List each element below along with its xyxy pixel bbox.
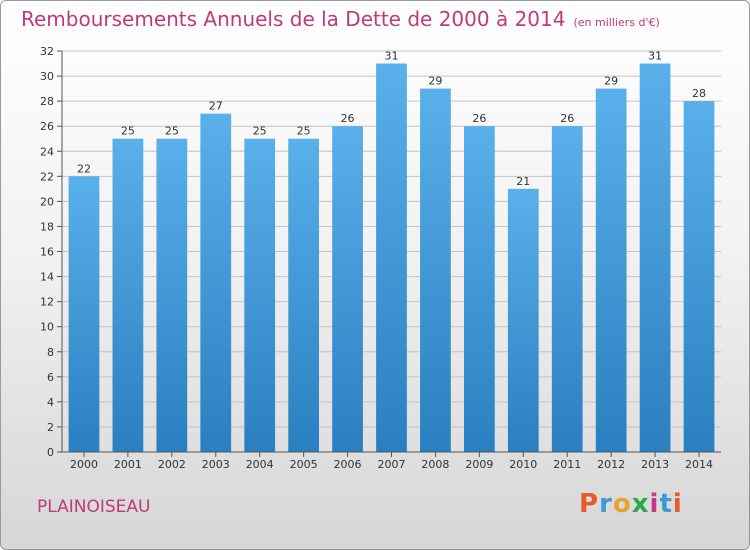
bar-2004[interactable] — [244, 138, 276, 452]
logo-letter: i — [672, 489, 683, 519]
x-tick-label-2002: 2002 — [158, 458, 186, 471]
value-label-2012: 29 — [604, 75, 618, 88]
bar-2000[interactable] — [68, 176, 100, 452]
chart-title: Remboursements Annuels de la Dette de 20… — [21, 7, 566, 31]
value-label-2007: 31 — [385, 50, 399, 63]
y-tick-label: 6 — [47, 371, 54, 384]
chart-unit-label: (en milliers d'€) — [573, 16, 660, 29]
y-tick-label: 32 — [40, 45, 54, 58]
chart-header: Remboursements Annuels de la Dette de 20… — [21, 7, 660, 31]
y-tick-label: 10 — [40, 321, 54, 334]
bar-2002[interactable] — [156, 138, 188, 452]
logo-letter: r — [599, 489, 613, 519]
x-tick-label-2007: 2007 — [378, 458, 406, 471]
y-tick-label: 24 — [40, 145, 54, 158]
bar-2009[interactable] — [463, 126, 495, 452]
x-tick-label-2003: 2003 — [202, 458, 230, 471]
y-tick-label: 12 — [40, 296, 54, 309]
x-tick-label-2001: 2001 — [114, 458, 142, 471]
y-tick-label: 8 — [47, 346, 54, 359]
y-tick-label: 14 — [40, 271, 54, 284]
bar-2001[interactable] — [112, 138, 144, 452]
value-label-2009: 26 — [472, 112, 486, 125]
x-tick-label-2004: 2004 — [246, 458, 274, 471]
bar-2010[interactable] — [507, 188, 539, 452]
proxiti-logo[interactable]: Proxiti — [579, 489, 683, 519]
bar-2005[interactable] — [288, 138, 320, 452]
y-tick-label: 20 — [40, 195, 54, 208]
bar-2013[interactable] — [639, 63, 671, 452]
x-tick-label-2005: 2005 — [290, 458, 318, 471]
logo-letter: i — [649, 489, 660, 519]
value-label-2008: 29 — [428, 75, 442, 88]
y-tick-label: 26 — [40, 120, 54, 133]
value-label-2004: 25 — [253, 125, 267, 138]
y-tick-label: 22 — [40, 170, 54, 183]
bar-2014[interactable] — [683, 101, 715, 452]
value-label-2013: 31 — [648, 50, 662, 63]
y-tick-label: 4 — [47, 396, 54, 409]
x-tick-label-2010: 2010 — [509, 458, 537, 471]
bar-2012[interactable] — [595, 88, 627, 452]
bar-2006[interactable] — [332, 126, 363, 452]
logo-letter: o — [612, 489, 632, 519]
x-tick-label-2012: 2012 — [597, 458, 625, 471]
x-tick-label-2014: 2014 — [685, 458, 713, 471]
value-label-2010: 21 — [516, 175, 530, 188]
value-label-2011: 26 — [560, 112, 574, 125]
value-label-2001: 25 — [121, 125, 135, 138]
value-label-2003: 27 — [209, 100, 223, 113]
y-tick-label: 16 — [40, 246, 54, 259]
x-tick-label-2013: 2013 — [641, 458, 669, 471]
bar-2008[interactable] — [420, 88, 451, 452]
x-tick-label-2000: 2000 — [70, 458, 98, 471]
y-tick-label: 30 — [40, 70, 54, 83]
y-tick-label: 28 — [40, 95, 54, 108]
logo-letter: x — [631, 489, 650, 519]
y-tick-label: 2 — [47, 421, 54, 434]
y-tick-label: 0 — [47, 446, 54, 459]
y-tick-label: 18 — [40, 220, 54, 233]
x-tick-label-2009: 2009 — [465, 458, 493, 471]
logo-letter: t — [659, 489, 673, 519]
x-tick-label-2011: 2011 — [553, 458, 581, 471]
x-tick-label-2008: 2008 — [421, 458, 449, 471]
value-label-2014: 28 — [692, 87, 706, 100]
commune-name: PLAINOISEAU — [37, 497, 151, 517]
value-label-2005: 25 — [297, 125, 311, 138]
value-label-2002: 25 — [165, 125, 179, 138]
value-label-2000: 22 — [77, 162, 91, 175]
logo-letter: P — [579, 489, 600, 519]
value-label-2006: 26 — [341, 112, 355, 125]
bar-2007[interactable] — [376, 63, 407, 452]
bar-2003[interactable] — [200, 113, 232, 452]
bar-2011[interactable] — [551, 126, 583, 452]
x-tick-label-2006: 2006 — [334, 458, 362, 471]
